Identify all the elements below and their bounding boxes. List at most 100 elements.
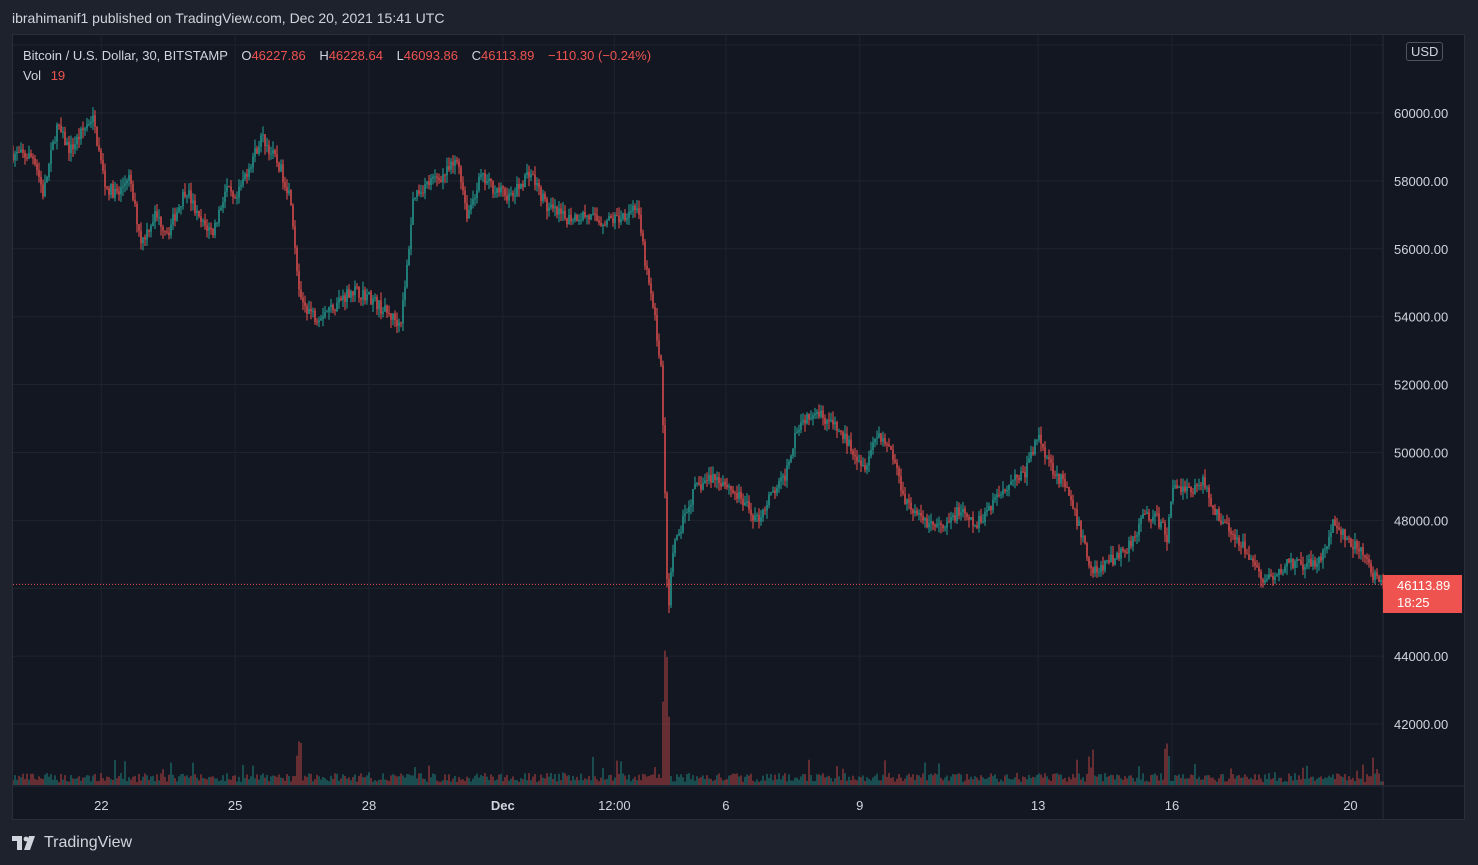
candle-body: [1250, 558, 1252, 560]
candle-body: [490, 178, 492, 182]
candlestick-chart[interactable]: 42000.0044000.0046000.0048000.0050000.00…: [13, 35, 1464, 819]
candle-body: [456, 159, 458, 162]
candle-body: [218, 209, 220, 223]
volume-bar: [172, 774, 174, 785]
volume-bar: [134, 775, 136, 785]
candle-body: [1224, 522, 1226, 524]
volume-bar: [776, 779, 778, 785]
volume-bar: [914, 780, 916, 785]
candle-body: [1132, 536, 1134, 547]
volume-bar: [682, 777, 684, 785]
candle-body: [130, 174, 132, 185]
volume-bar: [370, 777, 372, 785]
volume-bar: [1298, 775, 1300, 785]
volume-bar: [214, 778, 216, 785]
volume-bar: [52, 779, 54, 785]
candle-body: [1150, 519, 1152, 521]
candle-body: [258, 146, 260, 154]
candle-body: [682, 515, 684, 532]
volume-bar: [904, 778, 906, 785]
volume-bar: [686, 774, 688, 785]
candle-body: [306, 306, 308, 314]
candle-body: [404, 287, 406, 301]
candle-body: [1054, 474, 1056, 476]
volume-bar: [276, 777, 278, 785]
candle-body: [558, 208, 560, 215]
candle-body: [758, 514, 760, 522]
candle-body: [264, 134, 266, 147]
volume-bar: [1130, 775, 1132, 785]
candle-body: [1322, 549, 1324, 561]
volume-bar: [1166, 743, 1168, 785]
volume-bar: [654, 767, 656, 785]
candle-body: [386, 305, 388, 313]
candle-body: [754, 515, 756, 521]
volume-bar: [354, 774, 356, 785]
volume-bar: [428, 765, 430, 785]
volume-bar: [842, 768, 844, 785]
candle-body: [368, 291, 370, 295]
candle-body: [1332, 519, 1334, 533]
candle-body: [988, 506, 990, 511]
volume-bar: [128, 777, 130, 785]
candle-body: [396, 320, 398, 326]
volume-bar: [642, 773, 644, 785]
volume-bar: [30, 773, 32, 785]
candle-body: [1268, 574, 1270, 579]
candle-body: [496, 187, 498, 194]
candle-body: [1074, 508, 1076, 510]
candle-body: [670, 572, 672, 606]
candle-body: [30, 153, 32, 157]
volume-bar: [442, 780, 444, 785]
candle-body: [1104, 561, 1106, 571]
candle-body: [588, 215, 590, 220]
candle-body: [726, 484, 728, 488]
candle-body: [972, 517, 974, 526]
candle-body: [1214, 508, 1216, 515]
volume-bar: [1312, 776, 1314, 785]
candle-body: [136, 203, 138, 225]
volume-bar: [900, 777, 902, 785]
candle-body: [768, 494, 770, 506]
volume-bar: [532, 776, 534, 785]
candle-body: [736, 493, 738, 499]
candle-body: [1120, 548, 1122, 559]
volume-bar: [724, 779, 726, 785]
volume-bar: [544, 778, 546, 785]
candle-body: [740, 491, 742, 499]
candle-body: [508, 193, 510, 201]
candle-body: [1034, 440, 1036, 455]
volume-bar: [334, 773, 336, 785]
candle-body: [446, 166, 448, 176]
volume-bar: [748, 775, 750, 785]
candle-body: [1188, 486, 1190, 488]
legend-ohlc-row: Bitcoin / U.S. Dollar, 30, BITSTAMP O462…: [23, 46, 651, 66]
volume-bar: [1042, 777, 1044, 785]
tradingview-logo[interactable]: TradingView: [12, 834, 132, 852]
candle-body: [112, 183, 114, 198]
chart-frame[interactable]: 42000.0044000.0046000.0048000.0050000.00…: [12, 34, 1465, 820]
volume-bar: [1158, 780, 1160, 785]
candle-body: [1380, 579, 1382, 583]
volume-bar: [72, 778, 74, 785]
candle-body: [514, 195, 516, 197]
candle-body: [362, 289, 364, 300]
volume-bar: [540, 774, 542, 785]
volume-bar: [746, 774, 748, 785]
volume-bar: [774, 774, 776, 785]
candle-body: [728, 485, 730, 488]
volume-bar: [802, 774, 804, 785]
candle-body: [956, 507, 958, 521]
candle-body: [36, 163, 38, 171]
candle-body: [32, 156, 34, 159]
candle-body: [470, 204, 472, 211]
candle-body: [886, 444, 888, 446]
volume-bar: [340, 778, 342, 785]
volume-bar: [66, 781, 68, 785]
candle-body: [1024, 471, 1026, 478]
candle-body: [904, 493, 906, 504]
symbol-name[interactable]: Bitcoin / U.S. Dollar, 30, BITSTAMP: [23, 48, 228, 63]
currency-button[interactable]: USD: [1406, 42, 1444, 61]
volume-bar: [414, 767, 416, 785]
candle-body: [818, 411, 820, 417]
